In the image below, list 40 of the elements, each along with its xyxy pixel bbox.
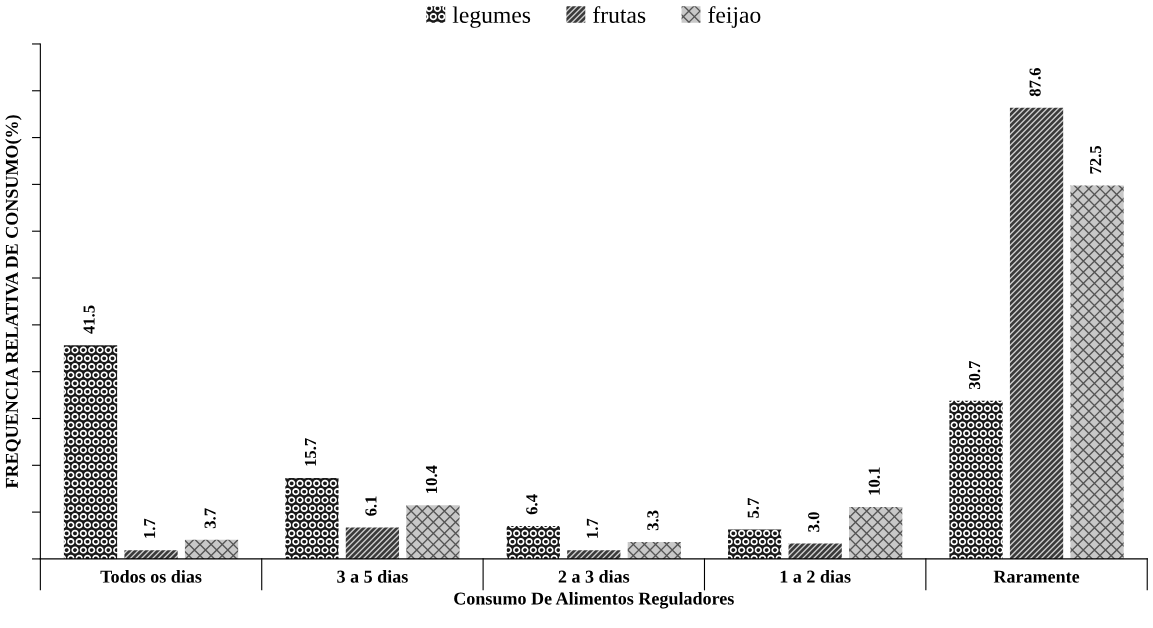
legend-label: feijao: [708, 6, 761, 28]
x-tick-label: 3 a 5 dias: [337, 570, 408, 583]
bar: [506, 525, 560, 559]
bar: [406, 505, 460, 559]
bar: [627, 541, 681, 559]
x-tick-label: 1 a 2 dias: [780, 570, 851, 583]
bar: [124, 550, 178, 559]
legend-label: legumes: [452, 6, 531, 28]
bar: [1070, 185, 1124, 559]
y-axis-title: FREQUENCIA RELATIVA DE CONSUMO(%): [5, 115, 22, 489]
bar: [949, 400, 1003, 559]
bar: [728, 529, 782, 559]
data-label: 30.7: [968, 360, 981, 390]
legend-label: frutas: [593, 6, 646, 23]
bar: [285, 478, 339, 559]
data-label: 10.1: [868, 467, 880, 495]
data-label: 10.4: [425, 465, 438, 493]
data-label: 3.0: [808, 512, 820, 532]
bar: [567, 550, 621, 559]
bar: [345, 527, 400, 559]
data-label: 87.6: [1029, 68, 1041, 97]
data-label: 41.5: [83, 305, 95, 334]
x-tick-label: 2 a 3 dias: [558, 570, 630, 583]
bar: [184, 539, 239, 559]
data-label: 72.5: [1090, 145, 1102, 174]
data-label: 3.3: [647, 510, 659, 531]
data-label: 6.1: [365, 496, 377, 516]
x-tick-label: Raramente: [993, 570, 1080, 583]
data-label: 1.7: [144, 518, 156, 538]
data-label: 15.7: [304, 438, 317, 466]
data-label: 1.7: [586, 518, 599, 538]
x-tick-label: Todos os dias: [100, 570, 202, 583]
data-label: 3.7: [204, 508, 216, 529]
data-label: 5.7: [747, 498, 759, 518]
bar: [63, 345, 118, 559]
bar: [849, 506, 903, 559]
data-label: 6.4: [526, 494, 538, 515]
bar: [1009, 107, 1064, 559]
x-axis-title: Consumo De Alimentos Reguladores: [454, 591, 734, 609]
bar: [788, 543, 842, 559]
